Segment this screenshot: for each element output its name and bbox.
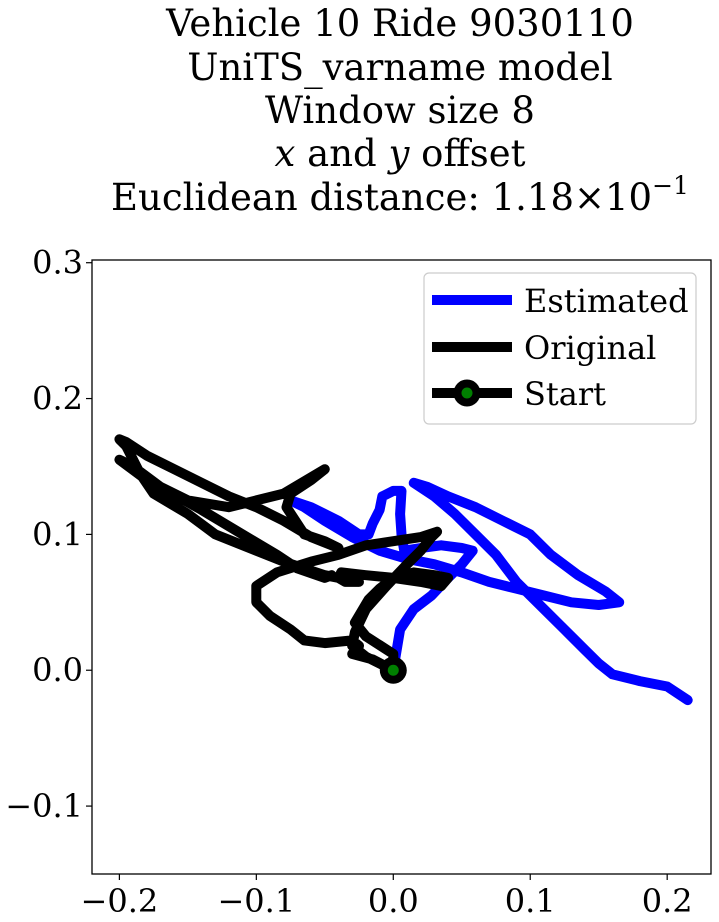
plot-frame [91,259,712,875]
title-line-5: Euclidean distance: 1.18×10−1 [111,171,689,219]
y-tick-label: −0.1 [5,787,83,825]
legend-start-marker-center [461,387,473,399]
y-tick-label: 0.3 [32,244,83,282]
y-tick-label: 0.0 [32,651,83,689]
title-line-2: UniTS_varname model [187,46,612,90]
title-var-mid: and [295,132,388,175]
x-axis: −0.2 −0.1 0.0 0.1 0.2 [81,874,693,920]
x-tick-label: −0.2 [81,882,159,920]
title-dist-base: 10 [605,176,652,219]
legend-start-label: Start [524,375,606,413]
series-estimated-line [285,477,693,706]
y-tick-label: 0.2 [32,380,83,418]
title-var-x: x [275,132,296,175]
x-tick-label: −0.1 [217,882,295,920]
chart-title: Vehicle 10 Ride 9030110 UniTS_varname mo… [111,2,689,219]
title-dist-times: × [574,176,605,219]
title-line-3: Window size 8 [265,89,535,132]
legend: Estimated Original Start [423,272,697,425]
title-line-1: Vehicle 10 Ride 9030110 [165,2,634,45]
title-dist-prefix: Euclidean distance: 1.18 [111,176,574,219]
x-tick-label: 0.0 [368,882,419,920]
legend-estimated-label: Estimated [524,282,689,320]
series-original-line [114,434,454,676]
title-var-end: offset [409,132,525,175]
marker-layer [379,656,407,684]
legend-frame [423,272,697,425]
title-line-4: x and y offset [275,132,526,175]
x-tick-label: 0.2 [642,882,693,920]
start-marker-center [387,664,399,676]
y-tick-label: 0.1 [32,515,83,553]
title-var-y: y [387,132,411,175]
title-dist-exp: −1 [652,171,689,200]
series-layer [114,434,693,706]
x-tick-label: 0.1 [505,882,556,920]
y-axis: −0.1 0.0 0.1 0.2 0.3 [5,244,92,825]
legend-original-label: Original [524,329,656,367]
